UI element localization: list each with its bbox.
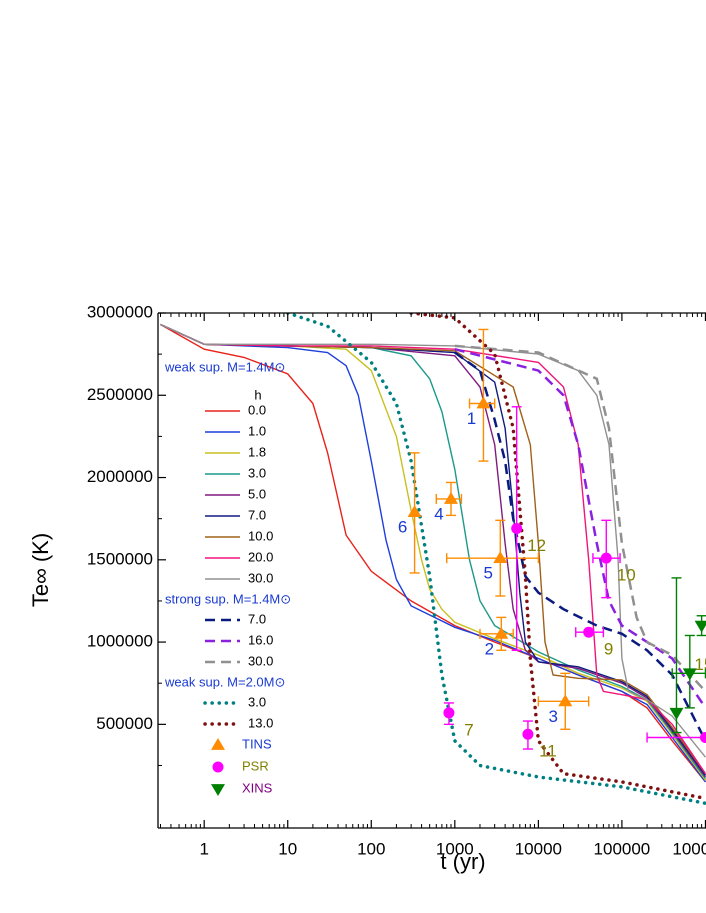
x-tick-label: 1 [199,839,208,858]
legend-group-title: weak sup. M=2.0M⊙ [164,674,285,689]
y-axis-label: Te∞ (K) [28,533,53,607]
x-tick-label: 100 [357,839,385,858]
curve [454,347,706,709]
curve [454,351,706,742]
data-point [476,396,491,409]
legend-label: 10.0 [248,528,273,543]
legend-marker [212,761,224,773]
curve [454,344,706,693]
legend-label: 1.8 [248,444,266,459]
data-point [443,707,455,719]
data-point [493,551,508,564]
legend-header: h [254,387,261,402]
y-tick-label: 3000000 [87,302,153,321]
legend-label: 3.0 [248,694,266,709]
data-point [682,668,697,681]
x-tick-label: 100000 [594,839,651,858]
point-label: 3 [549,707,558,726]
curve [160,323,706,758]
legend-label: 30.0 [248,653,273,668]
x-tick-label: 10 [278,839,297,858]
legend-label: 30.0 [248,570,273,585]
point-label: 10 [617,566,636,585]
x-tick-label: 1000000 [672,839,706,858]
legend-marker [211,738,225,750]
legend-label: 7.0 [248,507,266,522]
point-label: 1 [467,409,476,428]
data-point [699,732,706,744]
legend-label: 1.0 [248,423,266,438]
point-label: 2 [485,639,494,658]
point-label: 11 [539,742,557,761]
data-point [558,694,573,707]
point-label: 4 [434,504,443,523]
point-label: 15 [694,655,706,674]
data-point [694,620,706,633]
point-label: 7 [464,720,473,739]
legend-label: 3.0 [248,465,266,480]
legend-label: 13.0 [248,715,273,730]
plot-area [160,313,706,806]
data-point [443,491,458,504]
curve [409,313,706,801]
x-tick-label: 1000 [436,839,474,858]
data-point [407,505,422,517]
legend-label: 0.0 [248,402,266,417]
curve [160,323,706,783]
data-point [583,626,595,638]
y-tick-label: 2000000 [87,467,153,486]
legend-label: 7.0 [248,611,266,626]
point-label: 9 [604,640,613,659]
data-point [669,707,684,720]
legend-label: 5.0 [248,486,266,501]
point-label: 12 [527,536,546,555]
data-point [600,552,612,564]
x-tick-label: 10000 [515,839,562,858]
curve [160,323,706,775]
point-label: 6 [398,518,407,537]
data-point [494,626,509,639]
point-label: 5 [484,564,493,583]
legend-group-title: weak sup. M=1.4M⊙ [164,359,285,374]
y-tick-label: 500000 [96,714,153,733]
legend-marker [211,784,225,796]
legend-label: 20.0 [248,549,273,564]
y-tick-label: 1500000 [87,549,153,568]
data-point [511,523,523,535]
curve [160,323,706,781]
legend-label: XINS [242,780,273,795]
legend-group-title: strong sup. M=1.4M⊙ [165,591,291,606]
legend-label: TINS [242,736,272,751]
y-tick-label: 2500000 [87,385,153,404]
legend-label: PSR [242,758,269,773]
legend-label: 16.0 [248,632,273,647]
data-point [522,728,534,740]
y-tick-label: 1000000 [87,632,153,651]
x-axis-label: t (yr) [440,849,485,874]
